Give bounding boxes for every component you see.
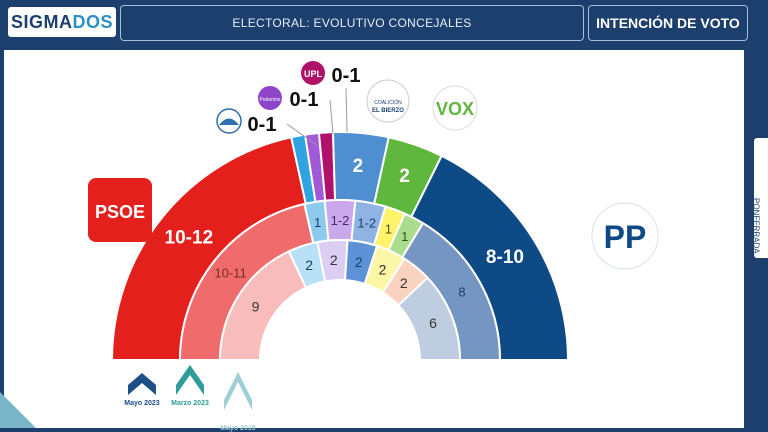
seat-label-mayo-2019-coalici-n-por-el-bierzo: 2 bbox=[355, 254, 363, 270]
seat-label-marzo-2023-podemos: 1-2 bbox=[331, 213, 350, 228]
side-tab[interactable]: PONFERRADA bbox=[752, 138, 768, 258]
psoe-logo-text: PSOE bbox=[95, 202, 145, 222]
pp-logo bbox=[591, 202, 659, 270]
vox-logo-text: VOX bbox=[436, 99, 474, 119]
podemos-logo bbox=[258, 86, 282, 110]
vox-logo bbox=[432, 85, 478, 131]
pp-logo-text: PP bbox=[604, 219, 647, 255]
legend-label-mayo-2023: Mayo 2023 bbox=[124, 400, 160, 407]
seat-label-mayo-2019-ciudadanos: 2 bbox=[379, 262, 387, 278]
top-bar bbox=[0, 0, 768, 50]
seat-label-marzo-2023-vox: 1 bbox=[401, 229, 408, 244]
seat-label-mayo-2019-psoe: 9 bbox=[252, 298, 260, 314]
pab-callout-label: 0-1 bbox=[248, 114, 277, 136]
intention-badge: INTENCIÓN DE VOTO bbox=[588, 5, 748, 41]
seat-label-mayo-2023-psoe: 10-12 bbox=[165, 227, 214, 248]
seat-label-mayo-2019-pab: 2 bbox=[305, 257, 313, 273]
seat-label-mayo-2023-vox: 2 bbox=[399, 166, 410, 187]
psoe-logo bbox=[88, 178, 152, 242]
pab-logo-mark bbox=[219, 118, 239, 125]
legend-label-mayo-2019: Mayo 2019 bbox=[220, 425, 256, 432]
page-title: ELECTORAL: EVOLUTIVO CONCEJALES bbox=[120, 5, 584, 41]
podemos-logo-text: Podemos bbox=[259, 97, 281, 103]
seat-segment-mayo-2019-pp bbox=[396, 276, 462, 361]
upl-logo bbox=[301, 61, 325, 85]
legend-marker-marzo-2023 bbox=[176, 365, 204, 395]
seat-label-mayo-2023-pp: 8-10 bbox=[486, 247, 524, 268]
upl-logo-text: UPL bbox=[304, 69, 323, 79]
left-border bbox=[0, 50, 4, 432]
seat-label-marzo-2023-psoe: 10-11 bbox=[214, 266, 246, 281]
seat-label-mayo-2023-coalici-n-por-el-bierzo: 2 bbox=[353, 156, 364, 177]
seat-label-marzo-2023-pp: 8 bbox=[458, 284, 465, 299]
upl-callout-label: 0-1 bbox=[332, 65, 361, 87]
legend-label-marzo-2023: Marzo 2023 bbox=[171, 400, 209, 407]
sigmados-logo: SIGMA DOS bbox=[8, 7, 116, 37]
bierzo-logo bbox=[366, 79, 410, 123]
seat-label-mayo-2019-podemos: 2 bbox=[330, 252, 338, 268]
seat-label-marzo-2023-ciudadanos: 1 bbox=[385, 222, 392, 237]
podemos-callout-label: 0-1 bbox=[290, 89, 319, 111]
podemos-connector bbox=[329, 99, 334, 135]
seat-label-mayo-2019-use-bierzo: 2 bbox=[400, 275, 408, 291]
logo-part-1: SIGMA bbox=[10, 11, 73, 32]
seat-label-mayo-2019-pp: 6 bbox=[429, 315, 437, 331]
pab-connector bbox=[286, 123, 319, 147]
upl-connector bbox=[345, 87, 348, 133]
bierzo-logo-line2: EL BIERZO bbox=[372, 108, 404, 114]
legend-marker-mayo-2023 bbox=[128, 373, 156, 395]
corner-decoration bbox=[0, 392, 36, 428]
seat-label-marzo-2023-coalici-n-por-el-bierzo: 1-2 bbox=[357, 216, 376, 231]
seat-label-marzo-2023-pab: 1 bbox=[314, 215, 321, 230]
logo-part-2: DOS bbox=[72, 11, 114, 32]
legend-marker-mayo-2019 bbox=[224, 372, 252, 410]
bierzo-logo-line1: COALICIÓN bbox=[374, 99, 402, 106]
bottom-border bbox=[0, 428, 744, 432]
